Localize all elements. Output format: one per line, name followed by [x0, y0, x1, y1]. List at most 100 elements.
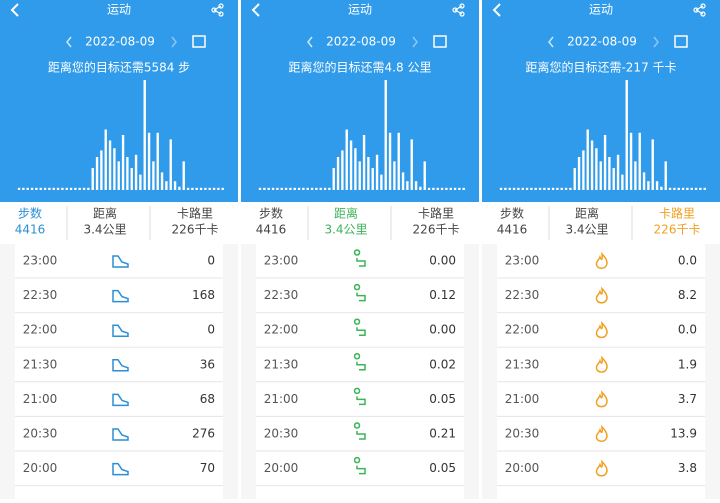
prev-day[interactable]: [548, 36, 554, 48]
share-button[interactable]: [211, 3, 224, 17]
chart-bar: [319, 187, 322, 190]
list-row: [497, 486, 705, 503]
next-day[interactable]: [412, 36, 418, 48]
chart-bar: [612, 168, 615, 190]
row-value: 70: [200, 461, 215, 475]
list-row: [15, 244, 223, 278]
calendar-button[interactable]: [674, 35, 688, 48]
chart-bar: [258, 187, 262, 190]
list-row: [15, 451, 223, 486]
row-value: 68: [200, 392, 215, 406]
tab-label[interactable]: 卡路里: [177, 206, 213, 221]
share-button[interactable]: [452, 3, 465, 17]
chart-bar: [530, 187, 533, 190]
row-time: 20:30: [264, 427, 299, 441]
chart-bar: [538, 187, 542, 190]
chart-bar: [332, 168, 335, 190]
tab-value[interactable]: 4416: [497, 223, 528, 237]
next-day[interactable]: [653, 36, 659, 48]
chart-bar: [582, 150, 585, 190]
chart-bar: [556, 187, 559, 190]
tab-value[interactable]: 3.4公里: [565, 223, 608, 237]
row-value: 0.00: [429, 323, 456, 337]
chart-bar: [543, 187, 546, 190]
chart-bar: [664, 161, 667, 190]
calendar-button[interactable]: [433, 35, 447, 48]
tab-label[interactable]: 卡路里: [418, 206, 454, 221]
chart-bar: [673, 187, 676, 190]
chart-bar: [100, 150, 103, 190]
calendar-button[interactable]: [192, 35, 206, 48]
chart-bar: [419, 186, 422, 190]
row-value: 8.2: [678, 288, 697, 302]
tab-value[interactable]: 226千卡: [413, 223, 460, 237]
chart-bar: [512, 187, 516, 190]
chart-bar: [651, 139, 654, 190]
chart-bar: [212, 187, 216, 190]
back-button[interactable]: [251, 3, 260, 17]
tab-label[interactable]: 步数: [500, 206, 524, 221]
tab-label[interactable]: 距离: [575, 206, 599, 221]
row-time: 20:00: [23, 461, 58, 475]
chart-bar: [445, 187, 448, 190]
phone-panel: 运动 2022-08-09 距离您的目标还需5584 步步数 4416 距离 3.4公里 卡…: [0, 0, 238, 503]
chart-bar: [694, 187, 698, 190]
chart-bar: [462, 187, 465, 190]
share-button[interactable]: [693, 3, 706, 17]
back-button[interactable]: [10, 3, 19, 17]
share-dot: [452, 7, 458, 13]
route-icon: [353, 387, 366, 406]
tab-label[interactable]: 距离: [334, 206, 358, 221]
tab-label[interactable]: 距离: [93, 206, 117, 221]
route-icon: [353, 456, 366, 475]
row-icon: [595, 390, 608, 408]
row-value: 0.05: [429, 461, 456, 475]
chart-bar: [323, 187, 327, 190]
row-icon: [112, 255, 129, 268]
tab-label[interactable]: 步数: [259, 206, 283, 221]
row-icon: [112, 324, 129, 337]
goal-text: 距离您的目标还需5584 步: [48, 60, 190, 75]
chart-bar: [195, 187, 198, 190]
next-day[interactable]: [171, 36, 177, 48]
chart-bar: [655, 181, 659, 190]
row-value: 0.05: [429, 392, 456, 406]
share-dot: [459, 11, 465, 17]
chart-bar: [647, 181, 650, 190]
chart-bar: [349, 140, 353, 190]
chart-bar: [117, 161, 120, 190]
row-time: 23:00: [264, 254, 299, 268]
tab-value[interactable]: 226千卡: [654, 223, 701, 237]
shoe-icon: [112, 393, 129, 407]
tab-value[interactable]: 3.4公里: [83, 223, 126, 237]
prev-day[interactable]: [307, 36, 313, 48]
date: 2022-08-09: [326, 35, 396, 49]
tab-label[interactable]: 步数: [18, 206, 42, 221]
tab-value[interactable]: 3.4公里: [324, 223, 367, 237]
chart-bar: [595, 148, 598, 190]
chart-bar: [152, 161, 155, 190]
chart-bar: [160, 172, 164, 190]
chart-bar: [56, 187, 60, 190]
chart-bar: [608, 157, 611, 190]
tab-bar-bg: [0, 202, 238, 244]
chart-bar: [453, 187, 457, 190]
share-lines: [695, 5, 704, 15]
back-button[interactable]: [492, 3, 501, 17]
chart-bar: [703, 187, 706, 190]
chart-bar: [345, 129, 348, 190]
chart-bar: [139, 174, 142, 190]
tab-value[interactable]: 226千卡: [172, 223, 219, 237]
prev-day[interactable]: [66, 36, 72, 48]
tab-value[interactable]: 4416: [256, 223, 287, 237]
chart-bar: [586, 129, 589, 190]
list-row: [497, 278, 705, 313]
chart-bar: [182, 161, 185, 190]
row-time: 21:30: [23, 357, 58, 371]
tab-value[interactable]: 4416: [15, 223, 46, 237]
shoe-icon: [112, 462, 129, 476]
row-time: 21:00: [264, 392, 299, 406]
list-row: [15, 486, 223, 503]
tab-label[interactable]: 卡路里: [659, 206, 695, 221]
list-row: [497, 347, 705, 382]
